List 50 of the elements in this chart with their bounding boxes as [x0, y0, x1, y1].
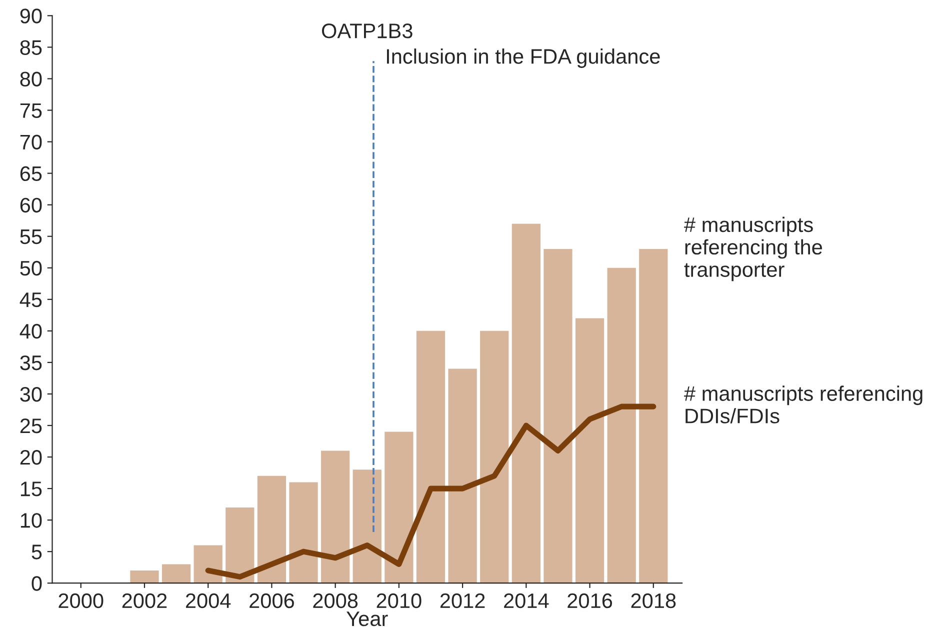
bar	[575, 318, 604, 584]
x-tick-label: 2018	[631, 593, 676, 608]
y-tick-label: 60	[20, 198, 42, 213]
bar	[162, 564, 191, 584]
y-tick-label: 40	[20, 324, 42, 339]
y-tick-label: 50	[20, 260, 42, 276]
y-tick-label: 45	[20, 292, 42, 308]
bar	[321, 450, 350, 584]
y-tick-label: 65	[20, 166, 42, 182]
y-tick-label: 25	[20, 418, 42, 434]
y-tick-label: 0	[32, 576, 42, 591]
bar	[544, 248, 572, 584]
chart-title: OATP1B3	[322, 24, 412, 38]
bar	[130, 570, 159, 584]
ref-line-label: Inclusion in the FDA guidance	[386, 48, 660, 68]
y-tick-label: 30	[20, 386, 42, 402]
bar	[448, 368, 477, 584]
y-tick-label: 85	[20, 40, 42, 55]
x-tick-label: 2016	[568, 593, 612, 608]
y-tick-label: 15	[20, 482, 42, 496]
x-tick-label: 2004	[186, 593, 231, 608]
y-tick-label: 90	[20, 8, 42, 24]
x-tick-label: 2010	[376, 593, 422, 608]
bar	[226, 507, 254, 584]
series-label: # manuscripts referencing DDIs/FDIs	[684, 386, 922, 424]
bar	[480, 330, 509, 584]
y-tick-label: 5	[32, 544, 42, 560]
x-tick-label: 2000	[58, 593, 104, 608]
bar	[289, 482, 318, 584]
y-tick-label: 35	[20, 355, 42, 370]
bar	[512, 224, 540, 584]
y-tick-label: 55	[20, 230, 42, 244]
bar	[639, 248, 668, 584]
x-tick-label: 2012	[440, 593, 485, 608]
bar	[607, 268, 636, 584]
y-tick-label: 75	[20, 103, 42, 118]
x-tick-label: 2006	[250, 593, 294, 608]
x-axis-title: Year	[346, 612, 388, 626]
bar	[257, 476, 286, 584]
bar	[352, 470, 382, 584]
bar	[384, 432, 414, 584]
y-tick-label: 20	[20, 450, 42, 465]
series-label: # manuscripts referencing the transporter	[684, 216, 822, 282]
y-tick-label: 70	[20, 134, 42, 150]
bar	[416, 330, 446, 584]
y-tick-label: 80	[20, 72, 42, 86]
y-tick-label: 10	[20, 513, 42, 528]
x-tick-label: 2014	[504, 593, 549, 608]
x-tick-label: 2002	[122, 593, 167, 608]
x-tick-label: 2008	[313, 593, 358, 608]
